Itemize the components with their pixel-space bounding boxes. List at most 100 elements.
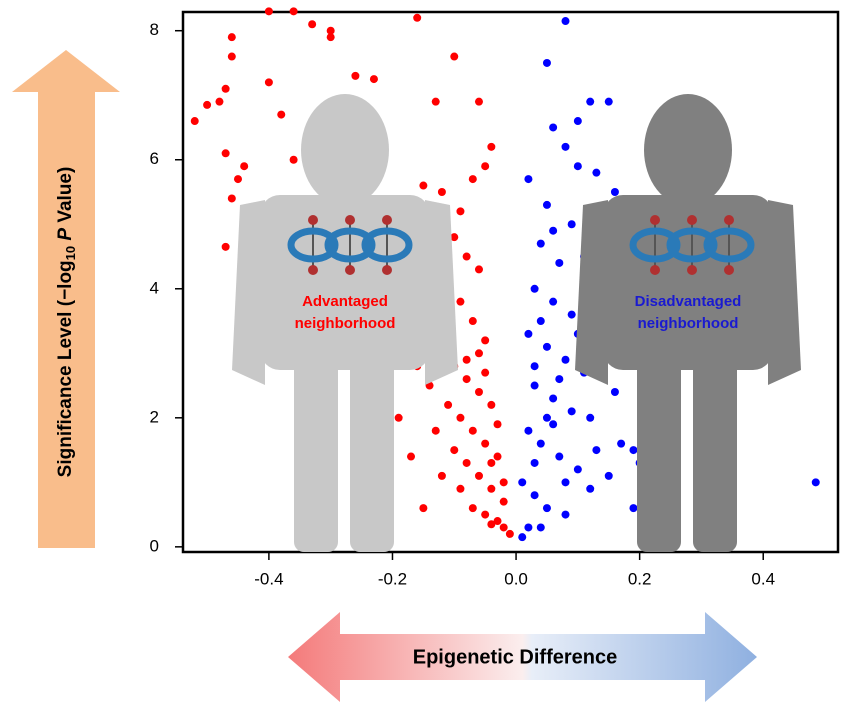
y-tick-label: 6 xyxy=(150,149,159,168)
point xyxy=(481,336,489,344)
point xyxy=(222,85,230,93)
point xyxy=(456,207,464,215)
point xyxy=(475,349,483,357)
point xyxy=(561,478,569,486)
point xyxy=(475,98,483,106)
point xyxy=(543,414,551,422)
point xyxy=(543,201,551,209)
point xyxy=(456,414,464,422)
point xyxy=(549,420,557,428)
point xyxy=(438,472,446,480)
point xyxy=(531,491,539,499)
point xyxy=(494,453,502,461)
annotation: neighborhood xyxy=(638,315,739,332)
point xyxy=(438,188,446,196)
point xyxy=(222,149,230,157)
point xyxy=(500,498,508,506)
point xyxy=(543,59,551,67)
point xyxy=(524,523,532,531)
point xyxy=(537,440,545,448)
point xyxy=(456,485,464,493)
point xyxy=(592,169,600,177)
point xyxy=(463,375,471,383)
point xyxy=(290,156,298,164)
point xyxy=(327,27,335,35)
x-tick-label: 0.2 xyxy=(628,569,652,588)
x-tick-label: 0.4 xyxy=(751,569,775,588)
point xyxy=(395,414,403,422)
point xyxy=(574,465,582,473)
point xyxy=(549,227,557,235)
point xyxy=(407,453,415,461)
point xyxy=(191,117,199,125)
point xyxy=(475,388,483,396)
point xyxy=(228,194,236,202)
point xyxy=(222,243,230,251)
point xyxy=(586,414,594,422)
point xyxy=(469,175,477,183)
point xyxy=(487,401,495,409)
point xyxy=(432,427,440,435)
point xyxy=(240,162,248,170)
x-tick-label: -0.2 xyxy=(378,569,407,588)
point xyxy=(463,253,471,261)
chart: Significance Level (−log10 P Value) Epig… xyxy=(0,0,841,703)
point xyxy=(481,511,489,519)
point xyxy=(308,20,316,28)
y-axis-label: Significance Level (−log10 P Value) xyxy=(55,167,78,478)
point xyxy=(290,7,298,15)
y-tick-label: 0 xyxy=(150,536,159,555)
point xyxy=(611,388,619,396)
point xyxy=(561,511,569,519)
point xyxy=(432,98,440,106)
point xyxy=(537,523,545,531)
point xyxy=(265,78,273,86)
y-tick-label: 4 xyxy=(150,278,159,297)
point xyxy=(568,220,576,228)
point xyxy=(413,14,421,22)
point xyxy=(543,343,551,351)
point xyxy=(561,143,569,151)
point xyxy=(549,394,557,402)
point xyxy=(444,401,452,409)
point xyxy=(518,533,526,541)
point xyxy=(592,446,600,454)
annotation: Disadvantaged xyxy=(635,293,742,310)
point xyxy=(531,285,539,293)
point xyxy=(215,98,223,106)
point xyxy=(537,240,545,248)
point xyxy=(537,317,545,325)
point xyxy=(531,459,539,467)
point xyxy=(506,530,514,538)
point xyxy=(450,446,458,454)
point xyxy=(555,453,563,461)
point xyxy=(568,407,576,415)
point xyxy=(611,188,619,196)
point xyxy=(574,162,582,170)
x-tick-label: -0.4 xyxy=(254,569,283,588)
point xyxy=(469,504,477,512)
point xyxy=(531,362,539,370)
point xyxy=(370,75,378,83)
point xyxy=(469,317,477,325)
point xyxy=(605,472,613,480)
point xyxy=(629,446,637,454)
point xyxy=(277,111,285,119)
point xyxy=(203,101,211,109)
point xyxy=(228,33,236,41)
point xyxy=(481,369,489,377)
point xyxy=(469,427,477,435)
point xyxy=(605,98,613,106)
point xyxy=(561,356,569,364)
point xyxy=(555,259,563,267)
x-axis-label: Epigenetic Difference xyxy=(413,646,618,668)
y-tick-label: 2 xyxy=(150,407,159,426)
point xyxy=(500,523,508,531)
point xyxy=(463,459,471,467)
point xyxy=(475,472,483,480)
point xyxy=(463,356,471,364)
point xyxy=(561,17,569,25)
point xyxy=(487,485,495,493)
point xyxy=(450,53,458,61)
point xyxy=(419,182,427,190)
